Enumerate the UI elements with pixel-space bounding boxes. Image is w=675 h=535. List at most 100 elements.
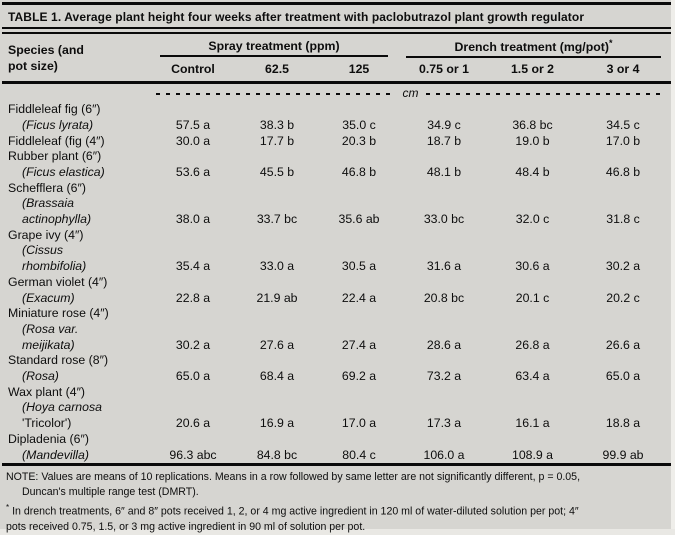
group-header-row: Species (and pot size) Spray treatment (… [2,34,671,73]
value-cell: 32.0 c [515,212,550,227]
units-cell: cm [152,83,671,103]
value-cell: 18.7 b [426,133,462,148]
species-common-name: Fiddleleaf (fig (4″) [8,133,105,148]
species-latin-name: (Rosa var. [22,321,79,336]
species-latin-name: (Exacum) [22,290,75,305]
species-common-name: Dipladenia (6″) [8,431,89,446]
value-cell: 30.5 a [341,259,377,274]
species-common-name: Schefflera (6″) [8,180,86,195]
double-rule [2,27,673,34]
value-cell: 30.6 a [515,259,550,274]
species-common-name: Miniature rose (4″) [8,306,109,321]
note-line-2: Duncan's multiple range test (DMRT). [22,486,199,499]
species-latin-name: (Hoya carnosa [22,400,102,415]
units-row: cm [2,83,671,103]
value-cell: 30.2 a [605,259,641,274]
col-header-3-or-4: 3 or 4 [606,62,640,77]
value-cell: 26.6 a [605,337,641,352]
value-cell: 26.8 a [515,337,550,352]
value-cell: 31.8 c [606,212,640,227]
value-cell: 108.9 a [511,447,554,462]
footnote-text-1: In drench treatments, 6″ and 8″ pots rec… [12,505,579,518]
value-cell: 20.1 c [515,290,550,305]
value-cell: 69.2 a [341,369,377,384]
species-cell: Grape ivy (4″) (Cissus rhombifolia) [2,228,152,275]
value-cell: 65.0 a [605,369,641,384]
value-cell: 27.4 a [341,337,377,352]
table-row-wax-plant: Wax plant (4″) (Hoya carnosa 'Tricolor')… [2,385,671,432]
dash-segment-left [156,93,396,96]
value-cell: 30.0 a [175,133,211,148]
value-cell: 99.9 ab [602,447,644,462]
note-line-1: NOTE: Values are means of 10 replication… [6,471,581,484]
species-common-name: Fiddleleaf fig (6″) [8,102,101,117]
col-header-125: 125 [348,62,370,77]
table-row-rubber-plant: Rubber plant (6″) (Ficus elastica) 53.6 … [2,149,671,180]
value-cell: 106.0 a [423,447,465,462]
value-cell: 96.3 abc [169,447,217,462]
species-header-line1: Species (and [8,42,84,57]
species-cell: Schefflera (6″) (Brassaia actinophylla) [2,181,152,228]
value-cell: 22.8 a [175,290,211,305]
col-header-15-or-2: 1.5 or 2 [510,62,555,77]
value-cell: 17.0 a [341,416,377,431]
table-row-dipladenia: Dipladenia (6″) (Mandevilla) 96.3 abc 84… [2,432,671,465]
species-latin-name: actinophylla) [22,212,92,227]
value-cell: 20.6 a [175,416,211,431]
value-cell: 68.4 a [259,369,295,384]
value-cell: 53.6 a [175,164,211,179]
value-cell: 46.8 b [605,164,641,179]
value-cell: 33.0 a [259,259,295,274]
value-cell: 27.6 a [259,337,295,352]
table-header: Species (and pot size) Spray treatment (… [2,34,671,83]
species-cell: Dipladenia (6″) (Mandevilla) [2,432,152,465]
value-cell: 17.3 a [426,416,462,431]
value-cell: 48.1 b [426,164,462,179]
footnote-line-2: pots received 0.75, 1.5, or 3 mg active … [6,520,366,533]
drench-footnote-marker: * [608,38,613,48]
value-cell: 16.1 a [515,416,550,431]
value-cell: 17.0 b [605,133,641,148]
value-cell: 21.9 ab [256,290,298,305]
value-cell: 38.0 a [175,212,211,227]
col-header-62-5: 62.5 [265,62,289,77]
value-cell: 65.0 a [175,369,211,384]
value-cell: 20.3 b [341,133,377,148]
value-cell: 45.5 b [259,164,295,179]
spray-group-label: Spray treatment (ppm) [208,39,340,54]
table-row-standard-rose: Standard rose (8″) (Rosa) 65.0 a 68.4 a … [2,353,671,384]
value-cell: 84.8 bc [256,447,298,462]
value-cell: 18.8 a [605,416,641,431]
value-cell: 33.0 bc [423,212,465,227]
col-header-075-or-1: 0.75 or 1 [419,62,469,77]
value-cell: 35.0 c [342,117,376,132]
col-header-control: Control [171,62,215,77]
species-latin-name: (Mandevilla) [22,447,89,462]
species-common-name: Standard rose (8″) [8,353,109,368]
value-cell: 35.4 a [175,259,211,274]
value-cell: 34.9 c [427,117,461,132]
footnote-marker: * [6,503,10,513]
species-cell: Fiddleleaf fig (6″) (Ficus lyrata) [2,102,152,133]
units-label: cm [402,86,419,101]
species-latin-name: (Ficus elastica) [22,164,105,179]
value-cell: 80.4 c [342,447,376,462]
table-row-german-violet: German violet (4″) (Exacum) 22.8 a 21.9 … [2,275,671,306]
value-cell: 19.0 b [515,133,550,148]
value-cell: 20.2 c [606,290,640,305]
species-latin-name: (Cissus [22,243,63,258]
value-cell: 16.9 a [259,416,295,431]
value-cell: 34.5 c [606,117,640,132]
value-cell: 17.7 b [259,133,295,148]
value-cell: 28.6 a [426,337,462,352]
value-cell: 30.2 a [175,337,211,352]
table-row-miniature-rose: Miniature rose (4″) (Rosa var. meijikata… [2,306,671,353]
species-header-line2: pot size) [8,58,58,73]
species-common-name: German violet (4″) [8,274,108,289]
spray-group-header: Spray treatment (ppm) [152,34,398,58]
table-row-fiddleleaf-fig-4: Fiddleleaf (fig (4″) 30.0 a 17.7 b 20.3 … [2,134,671,150]
species-common-name: Rubber plant (6″) [8,149,102,164]
table-notes: NOTE: Values are means of 10 replication… [2,466,673,535]
data-table: Species (and pot size) Spray treatment (… [2,34,671,467]
